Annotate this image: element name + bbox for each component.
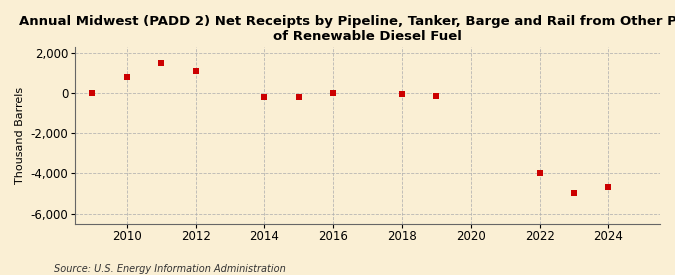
Point [190, 69, 201, 73]
Point [568, 191, 579, 196]
Point [603, 185, 614, 190]
Point [259, 95, 270, 99]
Title: Annual Midwest (PADD 2) Net Receipts by Pipeline, Tanker, Barge and Rail from Ot: Annual Midwest (PADD 2) Net Receipts by … [19, 15, 675, 43]
Point [122, 75, 132, 79]
Point [534, 171, 545, 175]
Point [87, 91, 98, 95]
Point [156, 61, 167, 65]
Point [328, 91, 339, 95]
Y-axis label: Thousand Barrels: Thousand Barrels [15, 87, 25, 184]
Point [294, 95, 304, 99]
Point [397, 92, 408, 96]
Point [431, 94, 442, 98]
Text: Source: U.S. Energy Information Administration: Source: U.S. Energy Information Administ… [54, 264, 286, 274]
